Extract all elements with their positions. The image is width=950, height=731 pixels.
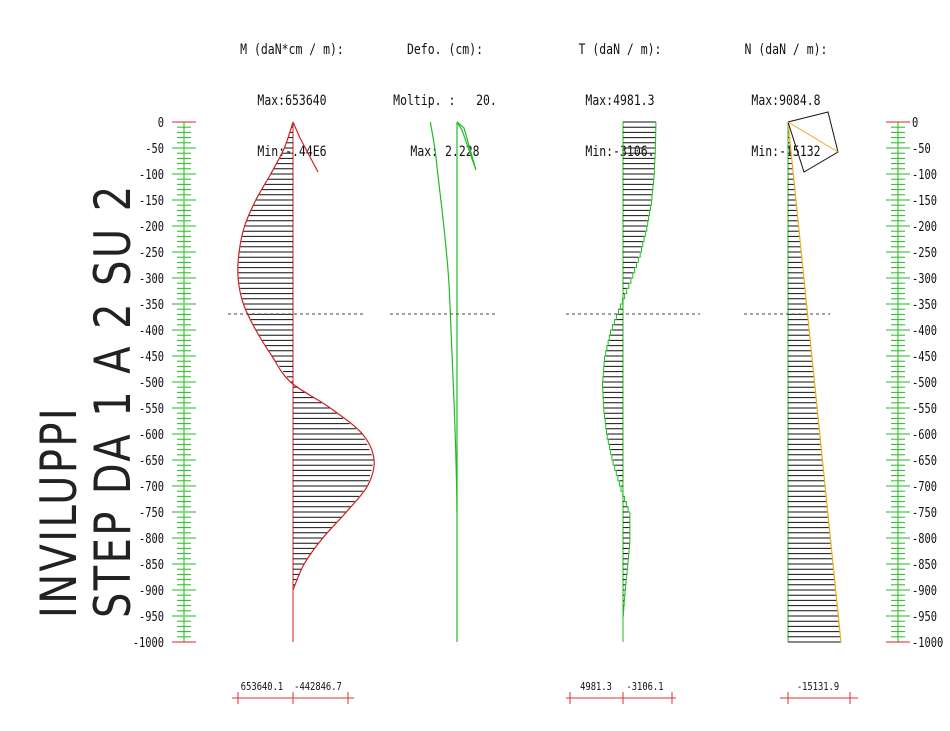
footer-values: 653640.1 -442846.7 4981.3 -3106.1 -15131.9 <box>232 681 858 704</box>
right-depth-label: -550 <box>912 401 937 417</box>
left-depth-label: -750 <box>139 505 164 521</box>
normal-header-min: Min:-15132 <box>751 144 821 160</box>
normal-load-envelope <box>787 111 839 173</box>
shear-header-label: T (daN / m): <box>578 42 662 58</box>
right-depth-label: -200 <box>912 219 937 235</box>
right-depth-label: -800 <box>912 531 937 547</box>
right-depth-label: -150 <box>912 193 937 209</box>
normal-header-label: N (daN / m): <box>744 42 828 58</box>
right-depth-label: -650 <box>912 453 937 469</box>
normal-diagram <box>744 111 842 643</box>
right-depth-label: -750 <box>912 505 937 521</box>
shear-footer-label: 4981.3 <box>580 681 612 693</box>
left-depth-label: -500 <box>139 375 164 391</box>
shear-footer-label: -3106.1 <box>626 681 663 693</box>
moment-footer-label: 653640.1 <box>241 681 283 693</box>
moment-footer-label: -442846.7 <box>294 681 342 693</box>
right-depth-label: -100 <box>912 167 937 183</box>
normal-header-max: Max:9084.8 <box>751 93 821 109</box>
deformation-diagram <box>390 121 498 642</box>
deformation-header-label: Defo. (cm): <box>406 42 484 58</box>
normal-load-line <box>787 121 839 153</box>
deformation-header-multiplier: Moltip. : 20. <box>393 93 497 109</box>
right-depth-label: -600 <box>912 427 937 443</box>
right-depth-label: -500 <box>912 375 937 391</box>
left-depth-label: -350 <box>139 297 164 313</box>
left-depth-label: 0 <box>158 115 164 131</box>
left-depth-label: -100 <box>139 167 164 183</box>
right-depth-label: -250 <box>912 245 937 261</box>
normal-outline <box>787 121 842 643</box>
deformation-load-arrow <box>456 121 477 171</box>
left-depth-axis: 0 -50 -100 -150 -200 -250 -300 -350 -400 -450 -500… <box>133 115 196 651</box>
right-depth-label: -400 <box>912 323 937 339</box>
right-depth-label: -50 <box>912 141 931 157</box>
right-depth-label: -950 <box>912 609 937 625</box>
left-depth-label: -50 <box>145 141 164 157</box>
right-depth-label: 0 <box>912 115 918 131</box>
right-depth-label: -1000 <box>912 635 943 651</box>
left-depth-label: -550 <box>139 401 164 417</box>
right-depth-label: -300 <box>912 271 937 287</box>
left-depth-label: -300 <box>139 271 164 287</box>
shear-header-max: Max:4981.3 <box>585 93 655 109</box>
normal-footer-label: -15131.9 <box>797 681 839 693</box>
left-depth-label: -150 <box>139 193 164 209</box>
left-depth-label: -450 <box>139 349 164 365</box>
left-depth-label: -850 <box>139 557 164 573</box>
left-depth-label: -600 <box>139 427 164 443</box>
right-depth-label: -900 <box>912 583 937 599</box>
left-depth-label: -650 <box>139 453 164 469</box>
left-depth-label: -1000 <box>133 635 164 651</box>
moment-outline <box>237 121 375 591</box>
moment-header-max: Max:653640 <box>257 93 327 109</box>
shear-diagram <box>566 121 700 642</box>
right-depth-axis: 0 -50 -100 -150 -200 -250 -300 -350 -400 -450 -500… <box>886 115 943 651</box>
left-depth-label: -200 <box>139 219 164 235</box>
right-depth-label: -700 <box>912 479 937 495</box>
normal-header: N (daN / m): Max:9084.8 Min:-15132 <box>720 8 851 195</box>
left-depth-label: -800 <box>139 531 164 547</box>
left-depth-label: -250 <box>139 245 164 261</box>
moment-header-label: M (daN*cm / m): <box>240 42 344 58</box>
right-depth-label: -350 <box>912 297 937 313</box>
shear-outline <box>602 122 657 617</box>
left-depth-label: -950 <box>139 609 164 625</box>
right-depth-label: -850 <box>912 557 937 573</box>
moment-header: M (daN*cm / m): Max:653640 Min:-.44E6 <box>226 8 357 195</box>
left-depth-label: -900 <box>139 583 164 599</box>
left-depth-label: -400 <box>139 323 164 339</box>
moment-load-arrow <box>292 121 319 173</box>
left-depth-label: -700 <box>139 479 164 495</box>
moment-diagram <box>228 121 375 642</box>
right-depth-label: -450 <box>912 349 937 365</box>
deformation-curve <box>429 121 458 513</box>
